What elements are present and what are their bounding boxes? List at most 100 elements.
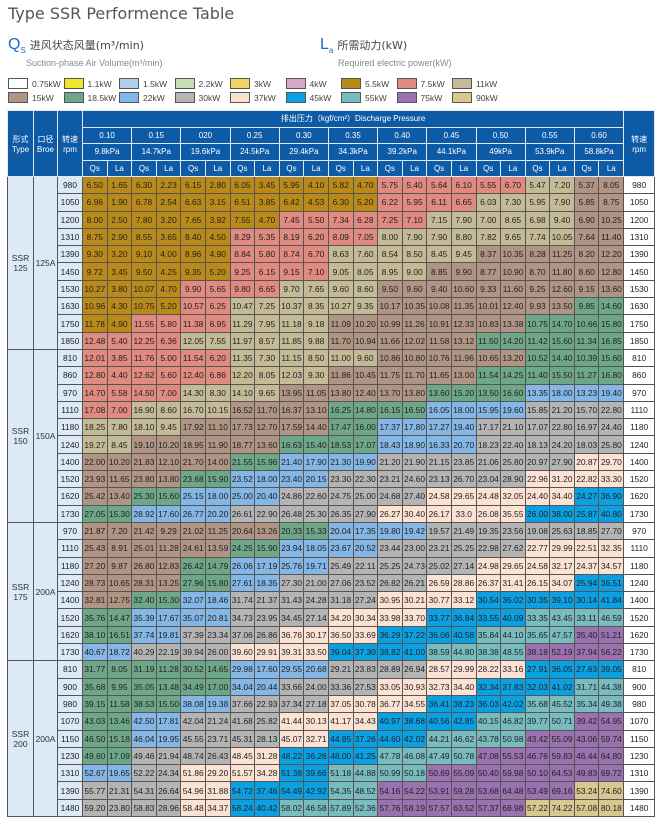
qs-column-header: Qs [131,159,157,177]
qs-value: 19.08 [524,521,551,541]
la-value: 14.40 [303,418,329,437]
pressure-kgf: 0.10 [81,126,133,144]
qs-value: 59.20 [82,798,108,817]
la-value: 5.50 [303,210,329,229]
qs-value: 43.78 [475,729,502,748]
rpm-value-right: 1450 [623,262,656,281]
qs-value: 23.67 [327,539,354,558]
qs-value: 57.57 [426,798,452,817]
table-row: 1180 18.25 7.80 18.10 9.45 17.92 11.10 17.73 12.… [8,418,656,437]
la-value: 37.46 [254,781,280,800]
qs-value: 16.05 [426,400,452,420]
la-value: 25.00 [352,487,379,506]
qs-value: 9.93 [524,297,551,316]
la-value: 21.49 [450,521,477,541]
qs-value: 32.40 [131,591,157,610]
qs-value: 20.87 [573,452,600,472]
la-value: 2.54 [155,193,182,212]
qs-value: 7.82 [475,227,502,247]
qs-value: 7.65 [180,210,206,229]
la-definition: La 所需动力(kW) Required electric power(kW) [320,34,452,68]
la-value: 27.90 [549,452,575,472]
la-value: 15.80 [204,573,231,593]
qs-value: 9.50 [377,279,403,299]
la-value: 14.40 [549,348,575,368]
la-value: 59.28 [450,781,477,800]
la-value: 4.90 [106,314,133,333]
la-value: 22.40 [500,435,526,454]
table-row: 1520 23.93 11.65 23.80 13.80 23.68 15.90 23.52 1… [8,470,656,489]
la-value: 10.35 [500,245,526,264]
la-value: 8.91 [106,539,133,558]
qs-value: 9.25 [229,262,256,281]
la-value: 16.00 [352,418,379,437]
la-en-label: Required electric power(kW) [338,58,452,69]
la-value: 27.18 [303,694,329,714]
la-value: 59.83 [549,746,575,766]
la-value: 14.60 [598,297,625,316]
la-value: 14.80 [352,400,379,420]
qs-value: 32.03 [524,677,551,696]
qs-value: 18.43 [377,435,403,454]
qs-value: 26.35 [327,504,354,523]
qs-column-header: Qs [278,159,305,177]
bore-size: 200A [33,660,58,817]
la-value: 29.65 [500,556,526,575]
la-value: 25.80 [598,435,625,454]
qs-value: 14.50 [131,383,157,402]
qs-value: 37.34 [278,694,305,714]
la-value: 37.30 [352,643,379,662]
rpm-value: 1850 [57,331,83,350]
qs-value: 11.55 [131,314,157,333]
qs-value: 17.59 [278,418,305,437]
la-value: 24.20 [549,435,575,454]
qs-value: 17.73 [229,418,256,437]
la-value: 10.90 [500,262,526,281]
la-value: 14.70 [549,314,575,333]
qs-value: 19.80 [377,521,403,541]
la-value: 33.0 [450,504,477,523]
qs-value: 24.68 [377,487,403,506]
legend-swatch [230,92,250,103]
qs-value: 26.82 [377,573,403,593]
table-row: 900 35.68 9.95 35.05 13.48 34.49 17.00 34.04 20.… [8,677,656,696]
qs-value: 10.91 [426,314,452,333]
legend-item: 75kW [396,92,453,103]
la-value: 34.57 [598,556,625,575]
qs-value: 24.75 [327,487,354,506]
la-value: 4.50 [204,227,231,247]
qs-value: 26.06 [229,556,256,575]
la-value: 12.83 [155,556,182,575]
la-value: 10.94 [352,331,379,350]
qs-value: 36.50 [327,625,354,645]
table-row: 1730 40.67 18.72 40.29 22.19 39.94 26.00 39.60 2… [8,643,656,662]
table-row: 1310 8.75 2.90 8.55 3.65 8.40 4.50 8.29 5.35 8.19… [8,227,656,247]
qs-value: 41.44 [278,712,305,731]
qs-value: 14.30 [180,383,206,402]
rpm-value: 860 [57,366,83,385]
qs-value: 7.90 [426,227,452,247]
pressure-kpa: 14.7kPa [131,143,182,161]
la-value: 27.24 [352,591,379,610]
qs-value: 17.37 [377,418,403,437]
pressure-kgf: 0.60 [573,126,625,144]
rpm-value-right: 1240 [623,435,656,454]
qs-value: 20.33 [278,521,305,541]
la-value: 48.52 [352,781,379,800]
rpm-value-right: 1520 [623,470,656,489]
qs-value: 22.98 [475,539,502,558]
la-value: 29.91 [254,643,280,662]
qs-value: 16.63 [278,435,305,454]
la-column-header: La [254,159,280,177]
qs-value: 16.70 [180,400,206,420]
la-value: 22.19 [155,643,182,662]
qs-value: 41.68 [229,712,256,731]
legend-item: 18.5kW [63,92,120,103]
rpm-value: 1480 [57,798,83,817]
la-value: 29.99 [450,660,477,679]
qs-cn-label: 进风状态风量(m³/min) [29,39,144,52]
qs-value: 12.80 [82,366,108,385]
la-value: 15.60 [549,331,575,350]
la-value: 15.18 [106,729,133,748]
la-value: 9.60 [352,348,379,368]
